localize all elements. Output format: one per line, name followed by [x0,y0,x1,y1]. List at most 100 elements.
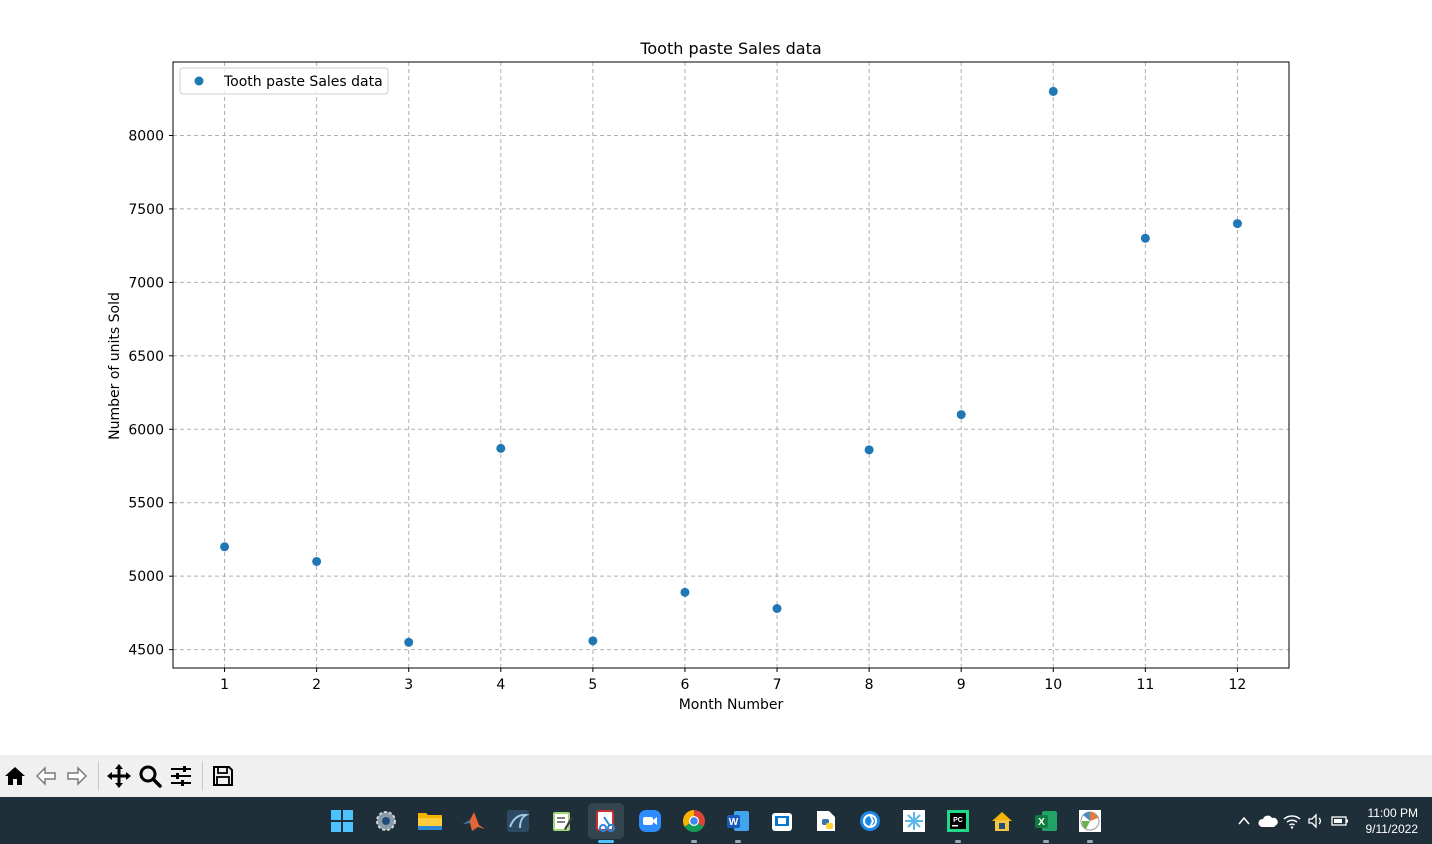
x-tick-label: 10 [1044,677,1062,693]
home-button[interactable] [0,760,30,792]
taskbar-store[interactable] [764,803,800,839]
svg-text:PC: PC [953,817,963,824]
volume-button[interactable] [1305,810,1327,832]
data-point [220,542,230,552]
clock[interactable]: 11:00 PM 9/11/2022 [1366,805,1419,837]
data-point [956,410,966,420]
x-tick-label: 2 [312,677,321,693]
taskbar-zoom[interactable] [632,803,668,839]
taskbar-settings[interactable] [368,803,404,839]
snowflake-icon [903,809,925,832]
windows-taskbar: W PC X [0,797,1432,844]
grid-lines [173,62,1289,668]
y-tick-label: 6500 [128,349,164,365]
data-point [772,604,782,614]
taskbar-apps: W PC X [320,797,1112,844]
x-tick-label: 4 [496,677,505,693]
running-indicator [955,839,961,843]
x-tick-label: 9 [957,677,966,693]
word-icon: W [727,810,749,831]
dolphin-icon [507,809,530,832]
y-tick-label: 7000 [128,275,164,291]
running-indicator [1043,839,1049,843]
x-axis-ticks: 1 2 3 4 5 6 7 8 9 10 11 12 [220,668,1246,693]
clock-date: 9/11/2022 [1365,821,1419,836]
forward-button[interactable] [62,760,92,792]
legend-box [179,67,389,95]
legend-marker [194,76,204,86]
y-tick-label: 4500 [128,643,164,659]
taskbar-vpn[interactable] [984,803,1020,839]
taskbar-excel[interactable]: X [1028,803,1064,843]
x-tick-label: 6 [680,677,689,693]
y-axis-label: Number of units Sold [107,292,123,440]
x-tick-label: 11 [1136,677,1154,693]
wifi-button[interactable] [1281,810,1303,832]
y-tick-label: 7500 [128,202,164,218]
taskbar-python-idle[interactable] [808,803,844,839]
excel-icon: X [1035,810,1057,831]
configure-subplots-button[interactable] [166,760,196,792]
clock-time: 11:00 PM [1367,805,1418,820]
pycharm-icon: PC [947,809,969,832]
back-button[interactable] [31,760,61,792]
x-tick-label: 7 [773,677,782,693]
data-point [588,636,598,646]
legend-label: Tooth paste Sales data [223,74,383,90]
taskbar-snipping-tool[interactable] [588,802,624,843]
taskbar-word[interactable]: W [720,803,756,843]
toolbar-separator [98,761,99,791]
chevron-up-icon [1237,816,1250,824]
start-button[interactable] [324,803,360,839]
lock-house-icon [992,811,1012,831]
scissors-icon [596,809,615,832]
pan-button[interactable] [104,760,134,792]
active-indicator [598,839,614,843]
taskbar-chrome[interactable] [676,803,712,843]
zoom-button[interactable] [135,760,165,792]
notepad-icon [553,811,573,831]
taskbar-notepad[interactable] [544,803,580,839]
video-camera-icon [639,809,661,832]
figure-toolbar [0,755,1432,797]
x-tick-label: 1 [220,677,229,693]
running-indicator [691,839,697,843]
battery-button[interactable] [1329,810,1351,832]
taskbar-matplotlib-figure[interactable] [1072,803,1108,843]
x-tick-label: 8 [865,677,874,693]
plot-frame [172,61,1290,669]
data-point [496,443,506,453]
data-point [404,637,414,647]
matplotlib-figure: Tooth paste Sales data 1 2 3 4 5 6 7 8 9 10 11 12 4… [107,39,1290,713]
wifi-icon [1283,814,1300,829]
figure-icon [1079,809,1101,832]
taskbar-browser[interactable] [852,803,888,839]
data-points [220,86,1242,647]
taskbar-matlab[interactable] [456,803,492,839]
taskbar-snowflake[interactable] [896,803,932,839]
save-figure-button[interactable] [208,760,238,792]
home-icon [5,767,25,785]
taskbar-mysql-workbench[interactable] [500,803,536,839]
bag-icon [772,812,792,831]
show-hidden-icons-button[interactable] [1233,810,1255,832]
y-tick-label: 5000 [128,569,164,585]
svg-text:W: W [729,817,739,828]
matlab-icon [463,811,485,831]
onedrive-button[interactable] [1257,810,1279,832]
taskbar-pycharm[interactable]: PC [940,803,976,843]
x-axis-label: Month Number [679,697,784,713]
move-icon [107,764,131,788]
y-tick-label: 8000 [128,128,164,144]
windows-logo-icon [331,809,353,832]
taskbar-file-explorer[interactable] [412,803,448,839]
y-tick-label: 6000 [128,422,164,438]
legend: Tooth paste Sales data [179,67,389,95]
scatter-chart: Tooth paste Sales data 1 2 3 4 5 6 7 8 9 10 11 12 4… [107,39,1290,713]
data-point [312,556,322,566]
x-tick-label: 5 [588,677,597,693]
cloud-icon [1257,815,1278,827]
data-point [680,587,690,597]
svg-text:X: X [1038,817,1045,828]
y-axis-ticks: 4500 5000 5500 6000 6500 7000 7500 8000 [128,128,173,659]
